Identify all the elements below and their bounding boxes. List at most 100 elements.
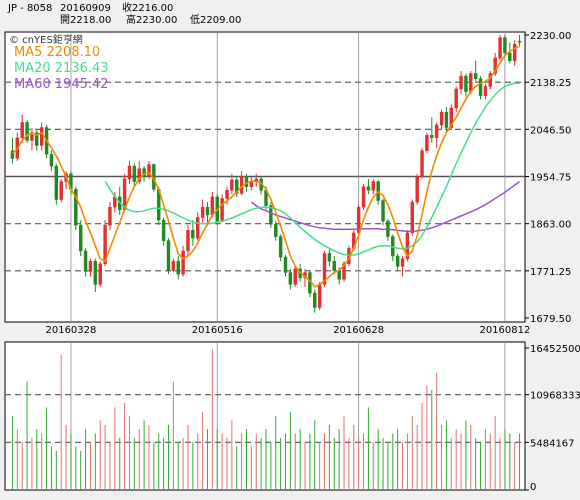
date-tick-label: 20160812 — [479, 325, 530, 336]
candle-body — [512, 44, 517, 61]
date-tick-label: 20160516 — [192, 325, 243, 336]
candle-body — [59, 181, 63, 200]
candle-body — [244, 176, 249, 187]
candle-body — [205, 206, 210, 216]
candle-body — [142, 168, 146, 177]
candle-body — [517, 40, 522, 43]
candle-body — [361, 186, 366, 208]
candle-body — [10, 150, 15, 159]
candle-body — [25, 122, 29, 141]
candle-body — [220, 198, 224, 222]
candle-body — [415, 176, 419, 203]
candle-body — [225, 190, 229, 199]
source-watermark: © cnYES鉅亨網 — [9, 33, 83, 46]
candle-body — [420, 150, 424, 177]
candle-body — [410, 201, 414, 234]
price-tick-label: 2046.50 — [530, 125, 571, 136]
candle-body — [132, 165, 137, 182]
price-tick-label: 1954.75 — [530, 173, 571, 184]
candle-body — [478, 78, 483, 96]
price-tick-label: 2230.00 — [530, 31, 571, 42]
candle-body — [313, 292, 317, 308]
volume-tick-label: 16452500 — [530, 344, 580, 355]
candle-body — [147, 164, 151, 177]
candle-body — [191, 230, 195, 239]
volume-tick-label: 0 — [530, 482, 536, 493]
price-tick-label: 1863.00 — [530, 220, 571, 231]
volume-axis: 16452500 10968333 5484167 0 — [525, 344, 580, 493]
candle-body — [78, 224, 83, 252]
candle-body — [381, 200, 385, 222]
ma5-line — [11, 45, 520, 288]
candle-body — [269, 205, 273, 225]
candle-body — [503, 37, 507, 54]
candle-body — [176, 260, 180, 275]
candle-body — [288, 272, 293, 285]
candle-body — [395, 255, 400, 267]
candle-body — [74, 188, 78, 226]
legend-ma60: MA60 1945.42 — [14, 77, 109, 92]
legend-ma20: MA20 2136.43 — [14, 61, 109, 76]
candle-body — [200, 206, 205, 218]
price-tick-label: 1771.25 — [530, 267, 571, 278]
date-axis: 20160328 20160516 20160628 20160812 — [45, 325, 530, 336]
legend-ma5: MA5 2208.10 — [14, 45, 100, 60]
candle-body — [493, 57, 497, 74]
volume-panel — [4, 341, 526, 491]
candle-body — [171, 260, 176, 271]
candle-body — [322, 253, 327, 285]
candle-body — [210, 196, 215, 216]
candle-body — [39, 127, 44, 146]
candle-body — [93, 260, 98, 285]
candle-body — [181, 250, 185, 275]
candle-body — [161, 219, 166, 241]
high-label: 高2230.00 — [126, 13, 177, 26]
candle-body — [469, 73, 473, 92]
candle-body — [317, 284, 322, 308]
open-label: 開2218.00 — [60, 14, 111, 26]
candle-body — [332, 260, 336, 271]
candle-body — [274, 223, 278, 237]
candle-body — [283, 256, 288, 273]
price-tick-label: 2138.25 — [530, 78, 571, 89]
low-label: 低2209.00 — [190, 13, 241, 26]
candle-body — [103, 224, 107, 265]
candle-body — [430, 134, 434, 139]
candle-body — [464, 75, 468, 92]
candle-body — [405, 232, 410, 259]
candle-body — [35, 132, 39, 146]
candle-body — [371, 181, 375, 191]
candle-body — [483, 86, 488, 96]
candle-body — [278, 236, 283, 258]
candle-body — [196, 217, 200, 239]
moving-average-lines — [11, 45, 521, 288]
candle-body — [400, 258, 405, 267]
candle-body — [20, 122, 24, 139]
candle-body — [508, 52, 512, 61]
candle-body — [98, 263, 102, 285]
candle-body — [166, 240, 171, 271]
candle-body — [425, 134, 429, 151]
candle-body — [235, 179, 239, 194]
date-label: 20160909 — [60, 3, 111, 14]
volume-bars — [11, 349, 521, 490]
volume-tick-label: 5484167 — [530, 438, 575, 449]
candle-body — [186, 230, 190, 252]
candle-body — [444, 111, 449, 128]
candle-body — [327, 253, 332, 262]
candle-body — [337, 270, 341, 280]
candle-body — [30, 132, 34, 141]
candle-body — [230, 179, 234, 191]
ma20-line — [104, 82, 520, 256]
candle-body — [108, 206, 112, 226]
candle-body — [473, 73, 478, 79]
candle-body — [366, 186, 371, 191]
candle-body — [434, 124, 439, 139]
date-tick-label: 20160328 — [45, 325, 96, 336]
candle-body — [293, 268, 297, 285]
ma60-line — [250, 180, 521, 233]
date-tick-label: 20160628 — [333, 325, 384, 336]
candle-body — [127, 165, 132, 180]
candle-body — [239, 176, 244, 194]
